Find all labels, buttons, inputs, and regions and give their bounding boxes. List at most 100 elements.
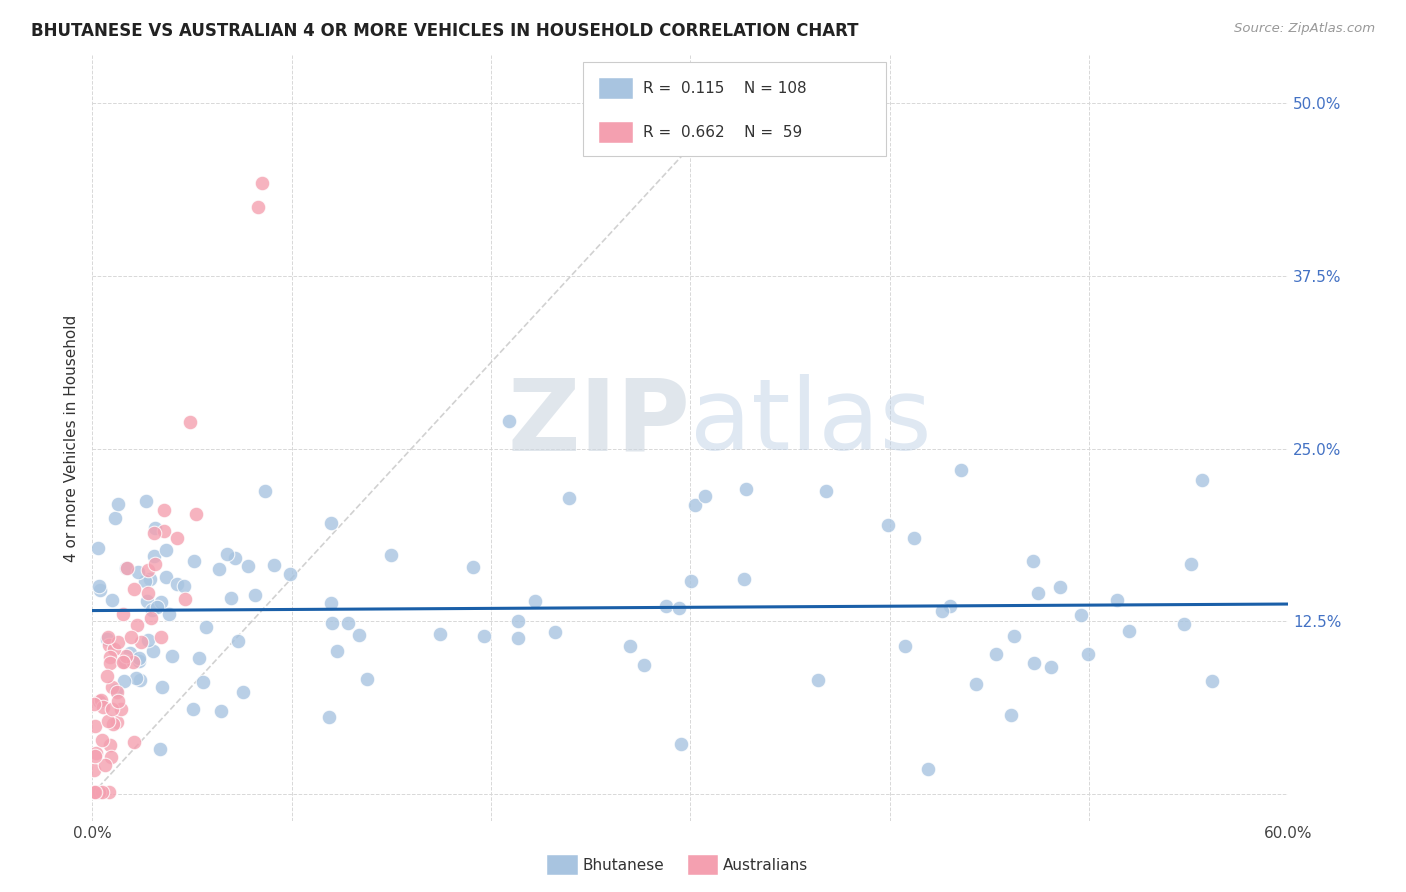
Point xyxy=(191,675,214,690)
Point xyxy=(939,599,962,614)
Point xyxy=(226,634,249,648)
Point xyxy=(325,644,347,658)
Point xyxy=(107,634,129,648)
Point xyxy=(247,200,270,214)
Point xyxy=(224,551,246,566)
Point xyxy=(208,562,231,576)
Point xyxy=(965,676,987,690)
Point xyxy=(87,541,110,555)
Point xyxy=(733,572,755,586)
Point xyxy=(1000,708,1022,723)
Point xyxy=(735,483,758,497)
Point xyxy=(134,574,156,589)
Point xyxy=(179,415,201,429)
Text: atlas: atlas xyxy=(690,375,932,472)
Point xyxy=(122,655,145,669)
Point xyxy=(523,593,546,607)
Point xyxy=(347,628,370,642)
Point xyxy=(1118,624,1140,638)
Point xyxy=(89,785,111,799)
Point xyxy=(87,694,110,708)
Point xyxy=(105,714,128,729)
Point xyxy=(135,494,157,508)
Point xyxy=(125,618,148,632)
Point xyxy=(83,785,105,799)
Point xyxy=(136,632,159,647)
Point xyxy=(1022,554,1045,568)
Point xyxy=(129,673,152,687)
Point xyxy=(129,634,152,648)
Point xyxy=(950,463,973,477)
Point xyxy=(250,176,273,190)
Point xyxy=(1002,629,1025,643)
Point xyxy=(101,702,124,716)
Point xyxy=(155,542,177,557)
Point xyxy=(114,655,136,669)
Point xyxy=(984,647,1007,661)
Point xyxy=(254,484,277,499)
Point xyxy=(558,491,581,505)
Point xyxy=(671,738,693,752)
Point xyxy=(101,593,124,607)
Point xyxy=(141,643,163,657)
Point xyxy=(105,682,128,697)
Point xyxy=(188,651,211,665)
Point xyxy=(143,526,166,541)
Point xyxy=(917,762,939,776)
Point xyxy=(278,566,301,581)
Point xyxy=(544,625,567,640)
Point xyxy=(619,639,641,653)
Point xyxy=(91,700,114,714)
Point xyxy=(877,518,900,533)
Text: BHUTANESE VS AUSTRALIAN 4 OR MORE VEHICLES IN HOUSEHOLD CORRELATION CHART: BHUTANESE VS AUSTRALIAN 4 OR MORE VEHICL… xyxy=(31,22,859,40)
Point xyxy=(160,649,183,664)
Point xyxy=(155,569,177,583)
Point xyxy=(153,524,176,539)
Point xyxy=(93,757,115,772)
Point xyxy=(143,521,166,535)
Point xyxy=(118,646,141,660)
Point xyxy=(232,684,254,698)
Point xyxy=(321,615,343,630)
Point xyxy=(263,558,285,572)
Point xyxy=(84,785,107,799)
Point xyxy=(1070,608,1092,623)
Point xyxy=(814,484,837,499)
Point xyxy=(1191,473,1213,487)
Point xyxy=(219,591,242,606)
Point xyxy=(319,596,342,610)
Point xyxy=(98,738,121,752)
Point xyxy=(633,658,655,673)
Point xyxy=(83,749,105,764)
Point xyxy=(97,638,120,652)
Point xyxy=(429,627,451,641)
Point xyxy=(654,599,676,614)
Text: Bhutanese: Bhutanese xyxy=(582,858,664,872)
Text: Source: ZipAtlas.com: Source: ZipAtlas.com xyxy=(1234,22,1375,36)
Text: Australians: Australians xyxy=(723,858,808,872)
Point xyxy=(498,414,520,428)
Point xyxy=(97,785,120,799)
Point xyxy=(89,579,111,593)
Point xyxy=(1173,617,1195,632)
Point xyxy=(152,503,174,517)
Point xyxy=(166,577,188,591)
Point xyxy=(128,651,150,665)
Point xyxy=(173,579,195,593)
Point xyxy=(183,554,205,568)
Point xyxy=(83,785,105,799)
Point xyxy=(114,648,136,663)
Point xyxy=(136,586,159,600)
Point xyxy=(159,607,181,621)
Point xyxy=(136,563,159,577)
Point xyxy=(238,559,260,574)
Point xyxy=(122,582,145,596)
Point xyxy=(139,611,162,625)
Point xyxy=(472,629,495,643)
Point xyxy=(115,560,138,574)
Point xyxy=(90,693,112,707)
Point xyxy=(695,490,717,504)
Point xyxy=(668,601,690,615)
Point xyxy=(83,764,105,778)
Point xyxy=(149,742,172,756)
